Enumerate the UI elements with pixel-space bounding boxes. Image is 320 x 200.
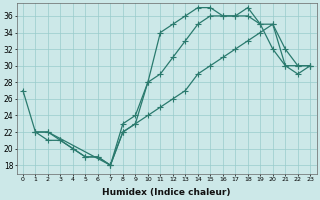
X-axis label: Humidex (Indice chaleur): Humidex (Indice chaleur) (102, 188, 231, 197)
